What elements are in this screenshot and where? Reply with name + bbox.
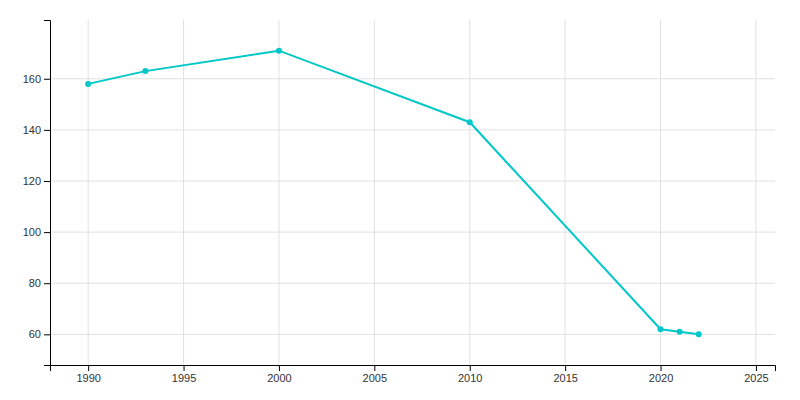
x-tick: 1995: [172, 365, 196, 384]
point: [677, 329, 683, 335]
x-tick-label: 2020: [649, 372, 673, 384]
y-tick-mark: [44, 334, 50, 335]
grid-line-x: [469, 20, 470, 365]
marks: [85, 48, 702, 338]
x-tick-mark: [661, 365, 662, 371]
grid-line-x: [660, 20, 661, 365]
x-tick-label: 2015: [553, 372, 577, 384]
y-tick-mark: [44, 283, 50, 284]
x-tick-label: 1990: [76, 372, 100, 384]
point: [142, 68, 148, 74]
x-tick-mark: [184, 365, 185, 371]
point: [276, 48, 282, 54]
y-axis-line: [44, 21, 51, 366]
grid-line-x: [278, 20, 279, 365]
y-tick-label: 60: [29, 328, 41, 340]
y-tick-label: 120: [23, 175, 41, 187]
grid-line-y: [50, 232, 775, 233]
y-tick-label: 100: [23, 226, 41, 238]
line: [88, 51, 699, 335]
y-tick-mark: [44, 181, 50, 182]
y-tick: 60: [29, 328, 50, 340]
y-tick-label: 140: [23, 124, 41, 136]
y-tick-mark: [44, 232, 50, 233]
point: [85, 81, 91, 87]
y-tick-mark: [44, 130, 50, 131]
y-tick-label: 160: [23, 73, 41, 85]
x-tick-label: 2000: [267, 372, 291, 384]
grid-line-y: [50, 283, 775, 284]
point: [658, 326, 664, 332]
y-tick: 80: [29, 277, 50, 289]
grid-line-y: [50, 129, 775, 130]
y-tick-mark: [44, 79, 50, 80]
x-axis: 1990 1995 2000 2005 2010 2015 2020 2025: [51, 365, 776, 384]
x-tick-label: 2025: [744, 372, 768, 384]
y-tick: 140: [23, 124, 50, 136]
grid-line-x: [374, 20, 375, 365]
x-tick-label: 1995: [172, 372, 196, 384]
x-tick: 2020: [649, 365, 673, 384]
grid-line-x: [565, 20, 566, 365]
x-tick-mark: [470, 365, 471, 371]
x-axis-line: [51, 366, 776, 372]
y-tick: 120: [23, 175, 50, 187]
point: [696, 331, 702, 337]
point: [467, 119, 473, 125]
grid-line-x: [88, 20, 89, 365]
x-tick-mark: [374, 365, 375, 371]
x-tick: 2025: [744, 365, 768, 384]
grid-line-x: [183, 20, 184, 365]
x-tick-mark: [279, 365, 280, 371]
x-tick-mark: [88, 365, 89, 371]
y-tick-label: 80: [29, 277, 41, 289]
x-tick-label: 2010: [458, 372, 482, 384]
x-tick-label: 2005: [363, 372, 387, 384]
x-tick: 2015: [553, 365, 577, 384]
grid-line-y: [50, 181, 775, 182]
grid: [50, 20, 775, 365]
x-tick-mark: [756, 365, 757, 371]
grid-line-y: [50, 78, 775, 79]
plot-area: 1990 1995 2000 2005 2010 2015 2020 2025 60 80 100 1…: [23, 20, 776, 384]
y-tick: 100: [23, 226, 50, 238]
x-tick: 2005: [363, 365, 387, 384]
y-tick: 160: [23, 73, 50, 85]
x-tick-mark: [565, 365, 566, 371]
y-axis: 60 80 100 120 140 160: [23, 21, 51, 366]
grid-line-x: [755, 20, 756, 365]
x-tick: 2010: [458, 365, 482, 384]
grid-line-y: [50, 334, 775, 335]
x-tick: 1990: [76, 365, 100, 384]
chart: 1990 1995 2000 2005 2010 2015 2020 2025 60 80 100 1…: [0, 0, 800, 400]
x-tick: 2000: [267, 365, 291, 384]
